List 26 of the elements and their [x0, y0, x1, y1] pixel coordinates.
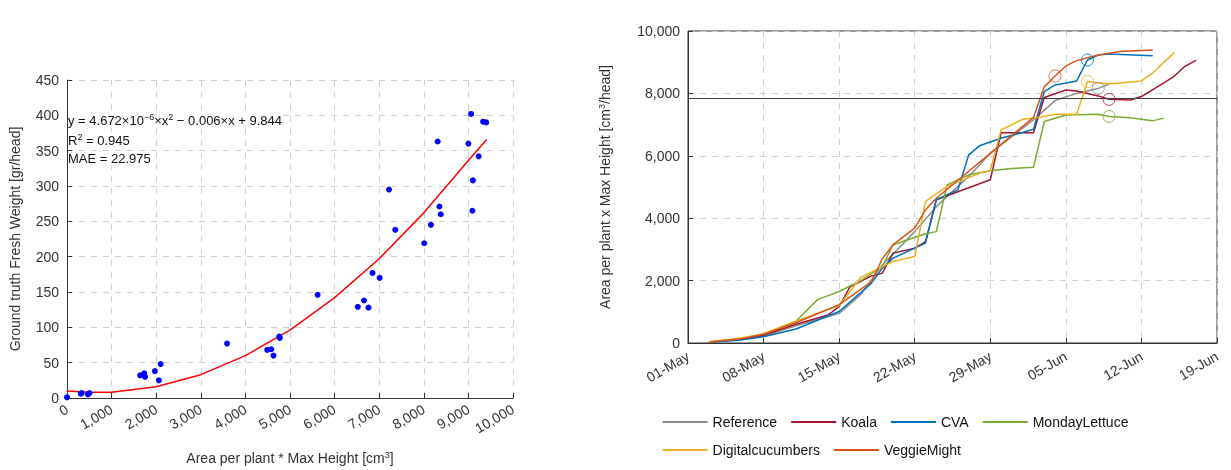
y-tick-label: 150	[35, 284, 60, 300]
legend-label: Digitalcucumbers	[712, 442, 820, 458]
legend-label: CVA	[940, 414, 970, 430]
y-tick-label: 200	[35, 248, 60, 265]
y-tick-label: 0	[51, 390, 60, 406]
y-tick-label: 2,000	[644, 272, 681, 289]
y-tick-label: 10,000	[637, 23, 681, 39]
y-tick-label: 100	[35, 319, 60, 336]
y-tick-label: 400	[35, 107, 60, 124]
x-tick-label: 4,000	[211, 400, 250, 433]
legend-label: VeggieMight	[883, 442, 962, 458]
y-tick-label: 450	[35, 72, 60, 88]
y-tick-label: 6,000	[644, 147, 681, 164]
legend-label: MondayLettuce	[1032, 414, 1129, 430]
y-tick-label: 50	[43, 354, 60, 371]
annotation: MAE = 22.975	[68, 151, 151, 166]
y-tick-label: 300	[35, 178, 60, 194]
y-tick-label: 250	[35, 213, 60, 230]
legend-label: Koala	[841, 414, 878, 430]
y-axis-title: Area per plant x Max Height [cm3/head]	[596, 65, 613, 309]
y-axis-title: Ground truth Fresh Weight [gr/head]	[7, 126, 23, 352]
y-tick-label: 8,000	[644, 85, 681, 102]
y-tick-label: 4,000	[644, 210, 681, 227]
y-tick-label: 0	[672, 335, 681, 351]
y-tick-label: 350	[35, 142, 60, 159]
legend-label: Reference	[712, 414, 778, 430]
